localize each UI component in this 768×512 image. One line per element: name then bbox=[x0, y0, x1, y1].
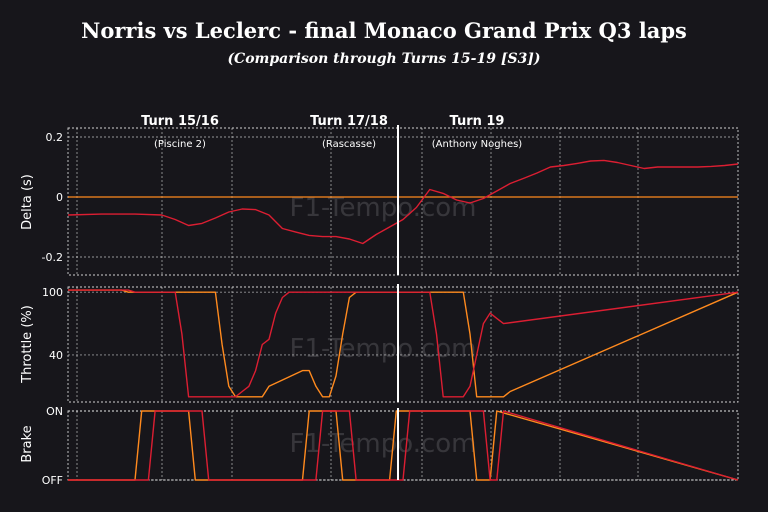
turn-label-17-18: Turn 17/18 bbox=[310, 114, 388, 129]
throttle-panel: Throttle (%) F1-Tempo.com 100 40 bbox=[20, 284, 739, 403]
delta-panel: Delta (s) F1-Tempo.com 0.2 0 -0.2 bbox=[20, 125, 739, 276]
chart-subtitle: (Comparison through Turns 15-19 [S3]) bbox=[227, 51, 540, 67]
chart-title: Norris vs Leclerc - final Monaco Grand P… bbox=[81, 18, 687, 43]
brake-panel: Brake F1-Tempo.com ON OFF bbox=[20, 405, 739, 487]
brake-axis-label: Brake bbox=[20, 425, 35, 462]
delta-ytick-label: 0.2 bbox=[46, 131, 64, 144]
throttle-axis-label: Throttle (%) bbox=[20, 305, 35, 384]
watermark-brake: F1-Tempo.com bbox=[289, 429, 476, 459]
throttle-frame bbox=[67, 286, 739, 403]
brake-ytick-label: ON bbox=[46, 405, 63, 418]
delta-ytick-label: -0.2 bbox=[42, 251, 63, 264]
throttle-ytick-label: 40 bbox=[49, 349, 63, 362]
watermark-delta: F1-Tempo.com bbox=[289, 193, 476, 223]
delta-frame bbox=[67, 127, 739, 276]
turn-labels: Turn 15/16 (Piscine 2) Turn 17/18 (Rasca… bbox=[141, 114, 522, 150]
throttle-ytick-label: 100 bbox=[42, 286, 63, 299]
turn-label-15-16: Turn 15/16 bbox=[141, 114, 219, 129]
watermark-throttle: F1-Tempo.com bbox=[289, 334, 476, 364]
brake-series-line-1 bbox=[68, 410, 739, 481]
turn-sublabel-17-18: (Rascasse) bbox=[322, 139, 376, 150]
turn-sublabel-15-16: (Piscine 2) bbox=[154, 139, 206, 150]
throttle-series-line-1 bbox=[68, 289, 739, 398]
turn-sublabel-19: (Anthony Noghes) bbox=[432, 139, 523, 150]
brake-ytick-label: OFF bbox=[42, 474, 63, 487]
delta-axis-label: Delta (s) bbox=[20, 174, 35, 230]
delta-ytick-label: 0 bbox=[56, 191, 63, 204]
turn-label-19: Turn 19 bbox=[450, 114, 505, 129]
delta-series-line-0 bbox=[67, 159, 739, 245]
